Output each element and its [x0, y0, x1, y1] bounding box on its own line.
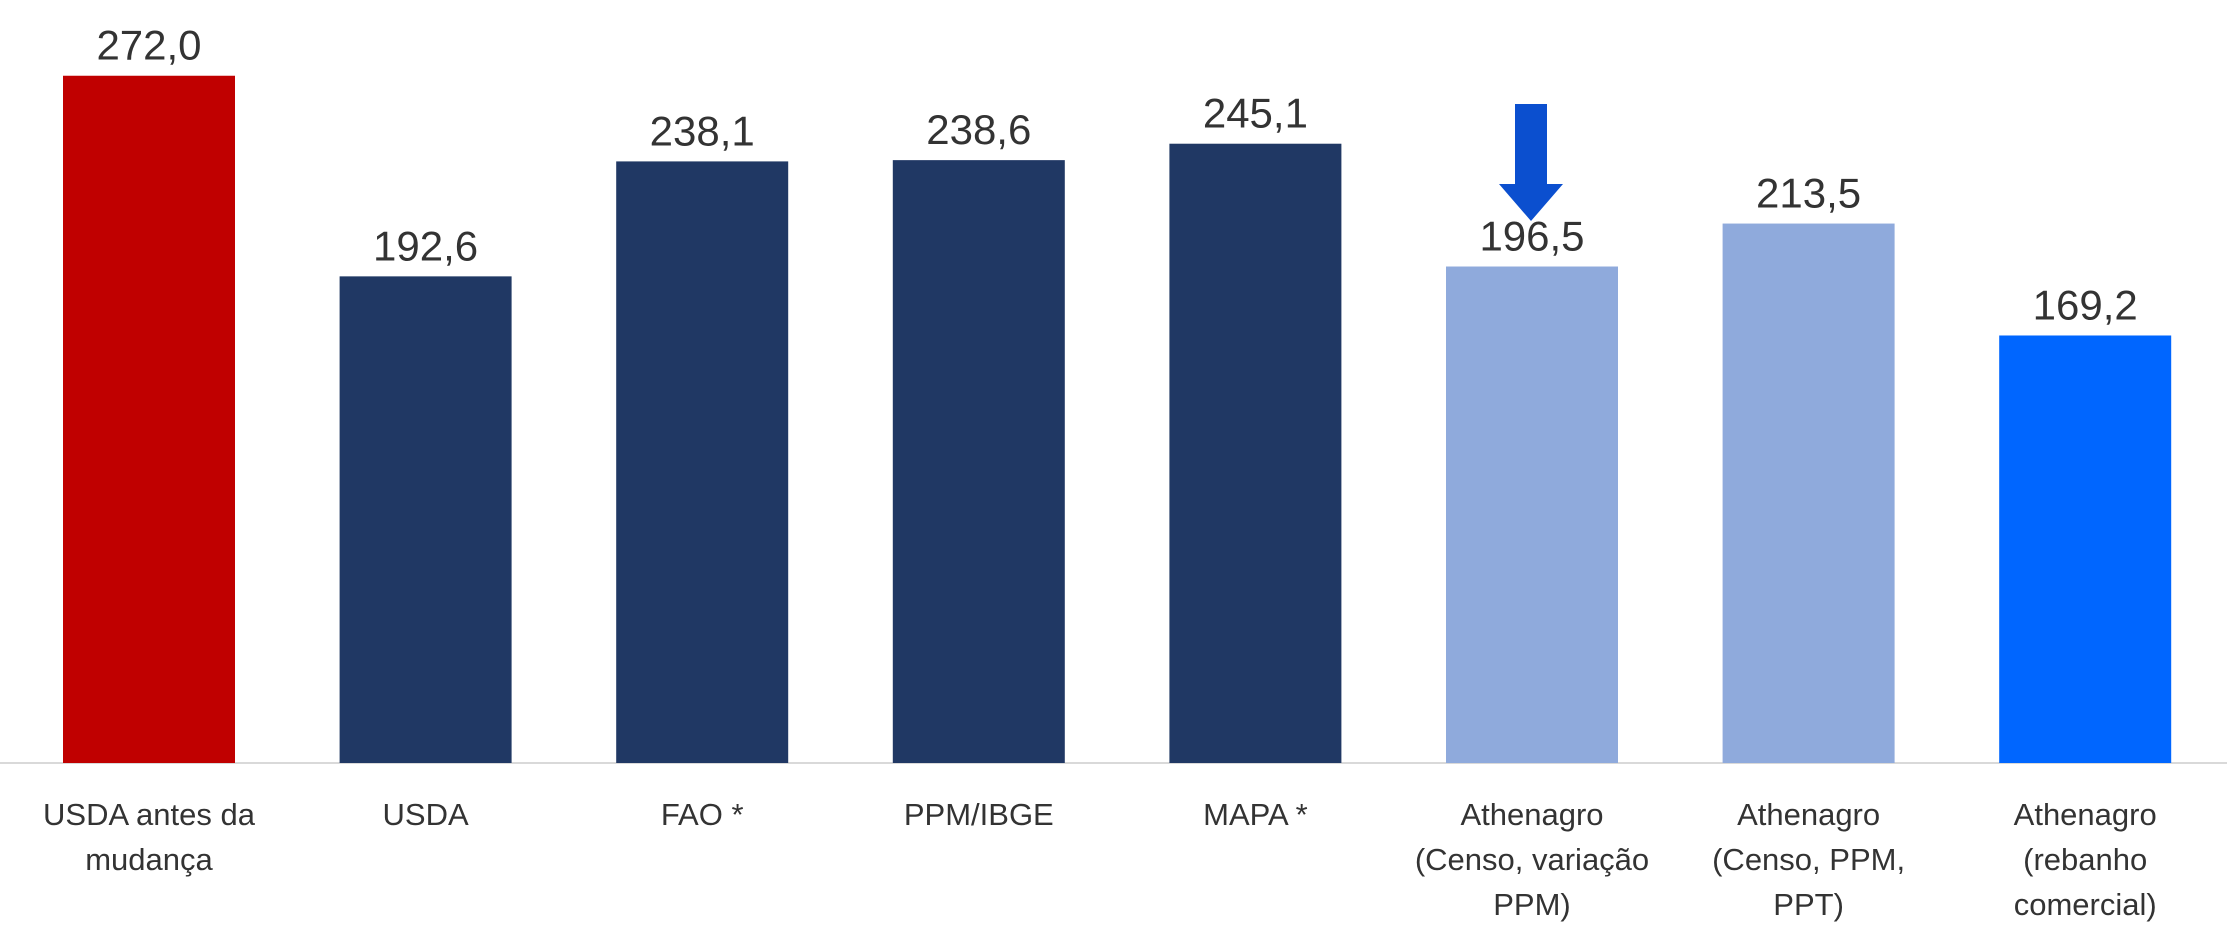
bar	[339, 276, 512, 763]
value-label: 238,1	[650, 107, 755, 154]
value-label: 272,0	[96, 22, 201, 69]
x-tick-label: USDA	[382, 797, 469, 832]
bar	[63, 75, 235, 764]
x-tick-label: PPM/IBGE	[903, 797, 1054, 832]
value-label: 196,5	[1479, 213, 1584, 260]
x-tick-label: MAPA *	[1203, 797, 1308, 832]
x-tick-label: Athenagro (Censo, PPM, PPT)	[1712, 797, 1906, 922]
value-label: 213,5	[1756, 170, 1861, 217]
value-label: 192,6	[373, 222, 478, 269]
value-label: 238,6	[926, 106, 1031, 153]
bar	[1446, 266, 1618, 763]
bar	[1169, 143, 1342, 764]
bar	[892, 160, 1065, 763]
bar	[1999, 335, 2172, 763]
bar	[1722, 223, 1895, 764]
x-tick-label: Athenagro (Censo, variação PPM)	[1414, 797, 1650, 922]
x-tick-label: USDA antes da mudança	[43, 797, 255, 877]
bar	[616, 161, 789, 764]
x-tick-label: FAO *	[660, 797, 744, 832]
value-label: 169,2	[2033, 281, 2138, 328]
arrow	[1499, 104, 1563, 221]
x-tick-label: Athenagro (rebanho comercial)	[2013, 797, 2157, 922]
value-label: 245,1	[1203, 90, 1308, 137]
